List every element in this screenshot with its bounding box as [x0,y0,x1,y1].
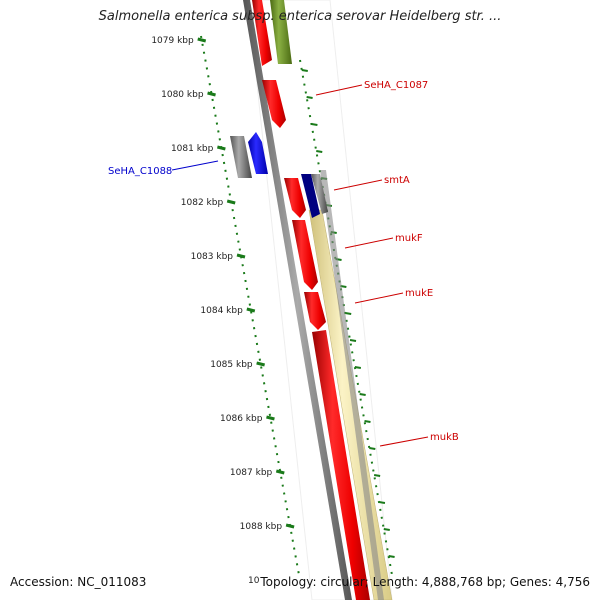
track-edge-tick [373,474,381,477]
track-edge-tick [349,339,357,342]
gene-mukB [312,330,370,600]
ruler-tick-label: 1086 kbp [220,414,263,424]
track-edge-tick [306,96,313,99]
track-edge-tick [378,501,386,504]
track-edge-tick [301,69,308,72]
genome-backbone-right [320,170,384,600]
ruler-tick-label: 1081 kbp [171,144,214,154]
gene-SeHA_C1088-gray [230,136,252,178]
gene-olive-top [270,0,292,64]
ruler-label-clipped: 10 [248,576,260,586]
ruler-tick [275,469,285,475]
label-mukB: mukB [430,432,459,443]
gene-smtA [301,174,320,218]
label-SeHA_C1087: SeHA_C1087 [364,80,428,91]
label-smtA: smtA [384,175,410,186]
track-edge-tick [364,420,371,423]
ruler-tick [236,253,246,259]
gene-smtA-red [284,178,306,218]
track-edge-tick [383,528,390,531]
leader-mukB [379,436,429,447]
ruler-tick-label: 1085 kbp [210,360,253,370]
label-mukF: mukF [395,233,423,244]
track-edge-tick [354,366,362,369]
gene-mukF [292,220,318,290]
ruler-tick-label: 1088 kbp [240,522,283,532]
leader-SeHA_C1088 [171,160,219,171]
topology-text: Topology: circular; Length: 4,888,768 bp… [260,575,590,589]
track-edge-tick [369,447,376,450]
ruler-tick-label: 1080 kbp [161,90,204,100]
gene-red-top [252,0,272,66]
ruler-labels: 1079 kbp 1080 kbp 1081 kbp 1082 kbp 1083 kbp… [151,36,282,532]
ruler-tick [266,415,275,421]
leader-smtA [333,179,383,191]
ruler-tick [207,91,216,97]
gene-smtA-gray [311,174,328,214]
label-SeHA_C1088: SeHA_C1088 [108,166,172,177]
ruler-tick-label: 1079 kbp [151,36,194,46]
ruler-tick-label: 1084 kbp [200,306,243,316]
track-edge-tick [359,393,366,396]
gene-SeHA_C1087 [262,80,286,128]
leader-mukF [344,237,394,249]
gene-mukE [304,292,326,330]
track-edge-tick [311,123,318,126]
genome-backbone [243,0,352,600]
leader-SeHA_C1087 [315,84,363,96]
ruler-tick [285,523,295,529]
ruler-tick [226,199,236,205]
ruler-tick [216,145,226,151]
track-edge-tick [388,555,395,558]
ruler-line [200,35,300,576]
track-edge-tick [345,312,352,315]
label-mukE: mukE [405,288,433,299]
ruler-tick [197,37,207,43]
genome-title: Salmonella enterica subsp. enterica sero… [98,9,502,24]
track-edge-tick [316,150,323,153]
ruler-tick [256,361,266,367]
gene-SeHA_C1088 [248,132,268,174]
ruler-tick-label: 1082 kbp [181,198,224,208]
leader-mukE [354,292,404,304]
ruler-tick-label: 1083 kbp [191,252,234,262]
ruler-tick-label: 1087 kbp [230,468,273,478]
ruler-tick [246,307,256,313]
accession-text: Accession: NC_011083 [10,575,147,589]
